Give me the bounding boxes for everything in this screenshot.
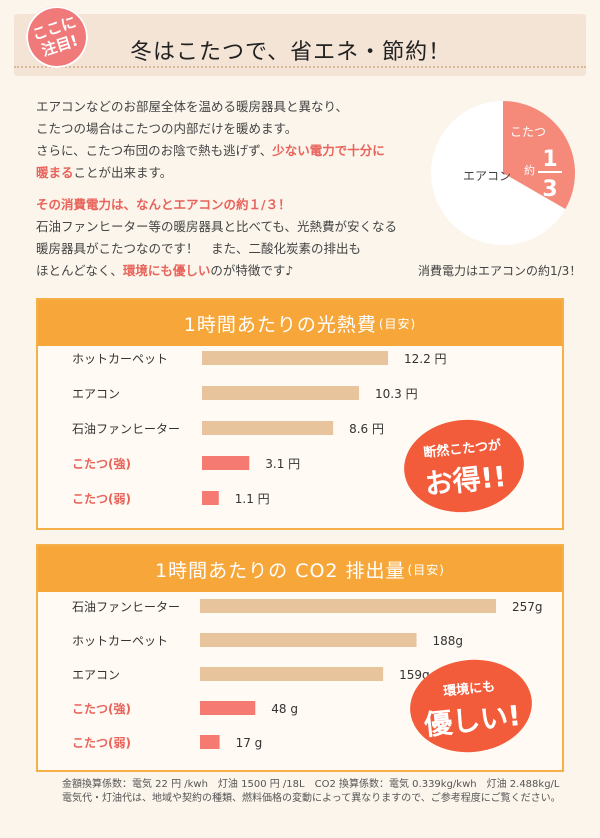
footnote: 金額換算係数：電気 22 円 /kwh 灯油 1500 円 /18L CO2 換… — [62, 778, 561, 806]
intro-paragraph-1: エアコンなどのお部屋全体を温める暖房器具と異なり、 こたつの場合はこたつの内部だ… — [36, 96, 416, 184]
bar-category-label: 石油ファンヒーター — [72, 422, 180, 436]
intro-line: こたつの場合はこたつの内部だけを暖めます。 — [36, 121, 298, 136]
bar-category-label: 石油ファンヒーター — [72, 600, 180, 614]
bar-value-label: 8.6 円 — [349, 422, 384, 436]
intro-line: ほとんどなく、 — [36, 263, 123, 278]
bar-value-label: 257g — [512, 600, 543, 614]
co2-chart-title: 1時間あたりの CO2 排出量 (目安) — [38, 546, 562, 592]
header-dotted-line — [14, 66, 586, 68]
intro-line: 暖房器具がこたつなのです！ また、二酸化炭素の排出も — [36, 241, 362, 256]
intro-line: 石油ファンヒーター等の暖房器具と比べても、光熱費が安くなる — [36, 219, 398, 234]
bar-category-label: こたつ(弱) — [72, 735, 131, 750]
bar — [200, 599, 496, 613]
chart-title-text: 1時間あたりの光熱費 — [183, 313, 377, 336]
chart-title-text: 1時間あたりの CO2 排出量 — [155, 559, 406, 582]
bar-value-label: 17 g — [236, 736, 263, 750]
bar — [200, 701, 256, 715]
bar-category-label: こたつ(弱) — [72, 491, 131, 506]
bar-value-label: 48 g — [271, 702, 298, 716]
intro-paragraph-2: その消費電力は、なんとエアコンの約１/３！ 石油ファンヒーター等の暖房器具と比べ… — [36, 194, 416, 282]
intro-highlight: 少ない電力で十分に — [272, 143, 385, 158]
intro-line: エアコンなどのお部屋全体を温める暖房器具と異なり、 — [36, 99, 349, 114]
intro-highlight: 暖まる — [36, 165, 74, 180]
bar — [200, 735, 220, 749]
bar-value-label: 12.2 円 — [404, 352, 447, 366]
bar-category-label: ホットカーペット — [72, 352, 168, 366]
bar-category-label: エアコン — [72, 668, 120, 682]
chart-title-suffix: (目安) — [407, 562, 445, 577]
intro-line: のが特徴です♪ — [210, 263, 294, 278]
bar — [200, 633, 417, 647]
bar-category-label: エアコン — [72, 387, 120, 401]
cost-chart-title: 1時間あたりの光熱費 (目安) — [38, 300, 562, 346]
intro-highlight: その消費電力は、なんとエアコンの約１/３！ — [36, 197, 291, 212]
chart-title-suffix: (目安) — [378, 316, 417, 331]
pie-fraction-denominator: 3 — [542, 177, 557, 202]
bar-category-label: こたつ(強) — [72, 456, 131, 471]
bar — [202, 491, 219, 505]
bar-value-label: 1.1 円 — [235, 492, 270, 506]
pie-fraction-numerator: 1 — [542, 147, 557, 172]
intro-highlight: 環境にも優しい — [122, 263, 211, 278]
pie-label-approx: 約 — [524, 163, 535, 177]
bar — [200, 667, 384, 681]
pie-label-aircon: エアコン — [463, 169, 511, 183]
pie-slice-kotatsu — [503, 101, 575, 209]
page-title: 冬はこたつで、省エネ・節約！ — [130, 40, 452, 65]
intro-line: さらに、こたつ布団のお陰で熱も逃げず、 — [36, 143, 273, 158]
bar-category-label: ホットカーペット — [72, 634, 168, 648]
pie-caption: 消費電力はエアコンの約1/3！ — [418, 264, 582, 278]
header-banner: 冬はこたつで、省エネ・節約！ — [14, 14, 586, 76]
bar-value-label: 3.1 円 — [265, 457, 300, 471]
bar — [202, 351, 388, 365]
bar — [202, 421, 334, 435]
footnote-line-1: 金額換算係数：電気 22 円 /kwh 灯油 1500 円 /18L CO2 換… — [62, 779, 560, 790]
bar — [202, 386, 360, 400]
pie-label-kotatsu: こたつ — [510, 125, 546, 139]
bar-value-label: 10.3 円 — [375, 387, 418, 401]
bar-value-label: 188g — [433, 634, 464, 648]
footnote-line-2: 電気代・灯油代は、地域や契約の種類、燃料価格の変動によって異なりますので、ご参考… — [62, 793, 561, 804]
cost-chart-panel: 1時間あたりの光熱費 (目安) ホットカーペット 12.2 円エアコン 10.3 円石… — [36, 298, 564, 530]
co2-bar-chart: 石油ファンヒーター 257g ホットカーペット 188g エアコン 159g こたつ(強) 4… — [72, 599, 543, 750]
intro-line: ことが出来ます。 — [73, 165, 173, 180]
power-pie-chart: エアコン こたつ 約 1 3 — [428, 98, 578, 248]
bar — [202, 456, 250, 470]
intro-text: エアコンなどのお部屋全体を温める暖房器具と異なり、 こたつの場合はこたつの内部だ… — [36, 96, 416, 292]
bar-category-label: こたつ(強) — [72, 701, 131, 716]
bar-value-label: 159g — [399, 668, 430, 682]
